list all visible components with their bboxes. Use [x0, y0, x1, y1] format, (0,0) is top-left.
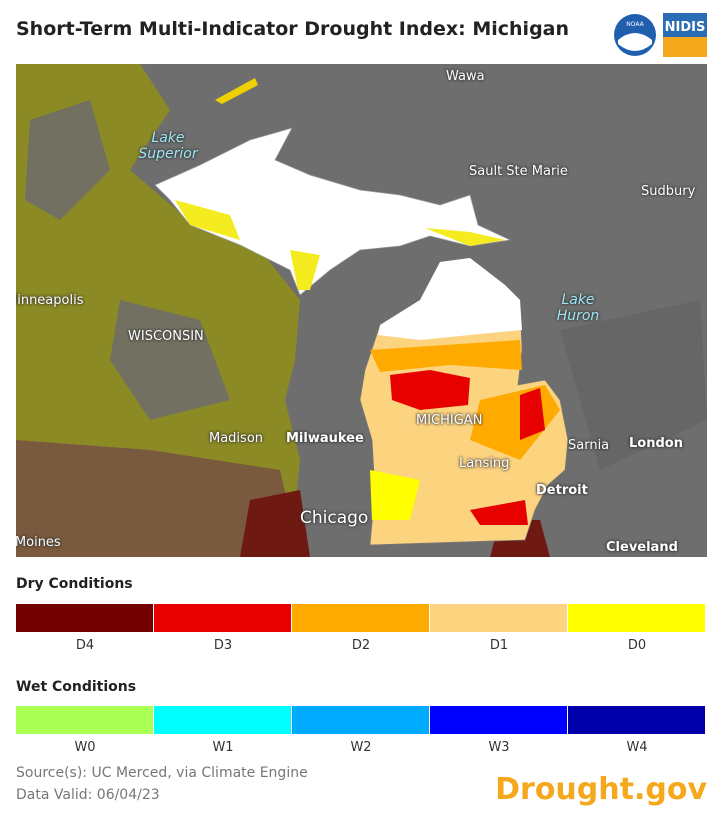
- gray-patch: [25, 100, 230, 420]
- noaa-wave: [618, 33, 652, 51]
- map-label: Sarnia: [568, 438, 610, 453]
- map-label: Wawa: [446, 69, 485, 84]
- legend-label: D4: [75, 638, 95, 653]
- legend-swatch: [16, 706, 154, 734]
- legend-swatch: [568, 706, 706, 734]
- map-label: Cleveland: [606, 540, 678, 555]
- logos: NOAA NIDIS: [614, 13, 707, 57]
- lp-d0: [370, 470, 420, 520]
- map-label: Lake Huron: [556, 292, 600, 324]
- upper-peninsula: [154, 127, 512, 296]
- legend-label: W1: [212, 740, 234, 755]
- legend-label: D2: [351, 638, 371, 653]
- legend-swatch: [16, 604, 154, 632]
- dark-red-patch: [240, 490, 550, 557]
- map-label: Sault Ste Marie: [469, 164, 568, 179]
- map-label: Detroit: [536, 483, 588, 498]
- lp-d2: [370, 340, 560, 460]
- nidis-text: NIDIS: [665, 20, 706, 35]
- up-dry-patch: [175, 200, 505, 290]
- map-canvas: [16, 64, 707, 557]
- map-label: Milwaukee: [286, 431, 364, 446]
- map-label: WISCONSIN: [128, 329, 204, 344]
- lp-normal: [378, 258, 522, 340]
- title: Short-Term Multi-Indicator Drought Index…: [16, 18, 570, 40]
- legend-label: W2: [350, 740, 372, 755]
- map-label: Des Moines: [16, 535, 61, 550]
- map: Wawa Lake Superior Sault Ste Marie Sudbury M…: [16, 64, 707, 557]
- map-label: London: [629, 436, 683, 451]
- legend-swatch: [430, 604, 568, 632]
- map-label: Madison: [209, 431, 264, 446]
- legend-label: D1: [489, 638, 509, 653]
- map-label: Lansing: [459, 456, 510, 471]
- source: Source(s): UC Merced, via Climate Engine: [16, 765, 308, 781]
- land-east: [560, 300, 707, 470]
- brown-region: [16, 440, 300, 557]
- map-label: Lake Superior: [138, 130, 198, 162]
- legend-label: D3: [213, 638, 233, 653]
- legend-swatch: [292, 604, 430, 632]
- legend-swatch: [292, 706, 430, 734]
- wet-title: Wet Conditions: [16, 679, 137, 695]
- noaa-text: NOAA: [626, 21, 644, 28]
- map-label: Minneapolis: [16, 293, 84, 308]
- brand: Drought.gov: [495, 772, 707, 807]
- map-label: MICHIGAN: [416, 413, 483, 428]
- legend-swatch: [154, 706, 292, 734]
- legend-label: D0: [627, 638, 647, 653]
- map-label: Sudbury: [641, 184, 696, 199]
- dry-title: Dry Conditions: [16, 576, 133, 592]
- legend-label: W3: [488, 740, 510, 755]
- data-valid: Data Valid: 06/04/23: [16, 787, 160, 803]
- legend-swatch: [154, 604, 292, 632]
- legend-swatch: [430, 706, 568, 734]
- legend-swatch: [568, 604, 706, 632]
- nidis-top: [663, 13, 707, 37]
- map-label: Chicago: [300, 508, 369, 528]
- legend-label: W0: [74, 740, 96, 755]
- isle-royale: [215, 78, 258, 104]
- legend-label: W4: [626, 740, 648, 755]
- lp-d3: [390, 370, 545, 525]
